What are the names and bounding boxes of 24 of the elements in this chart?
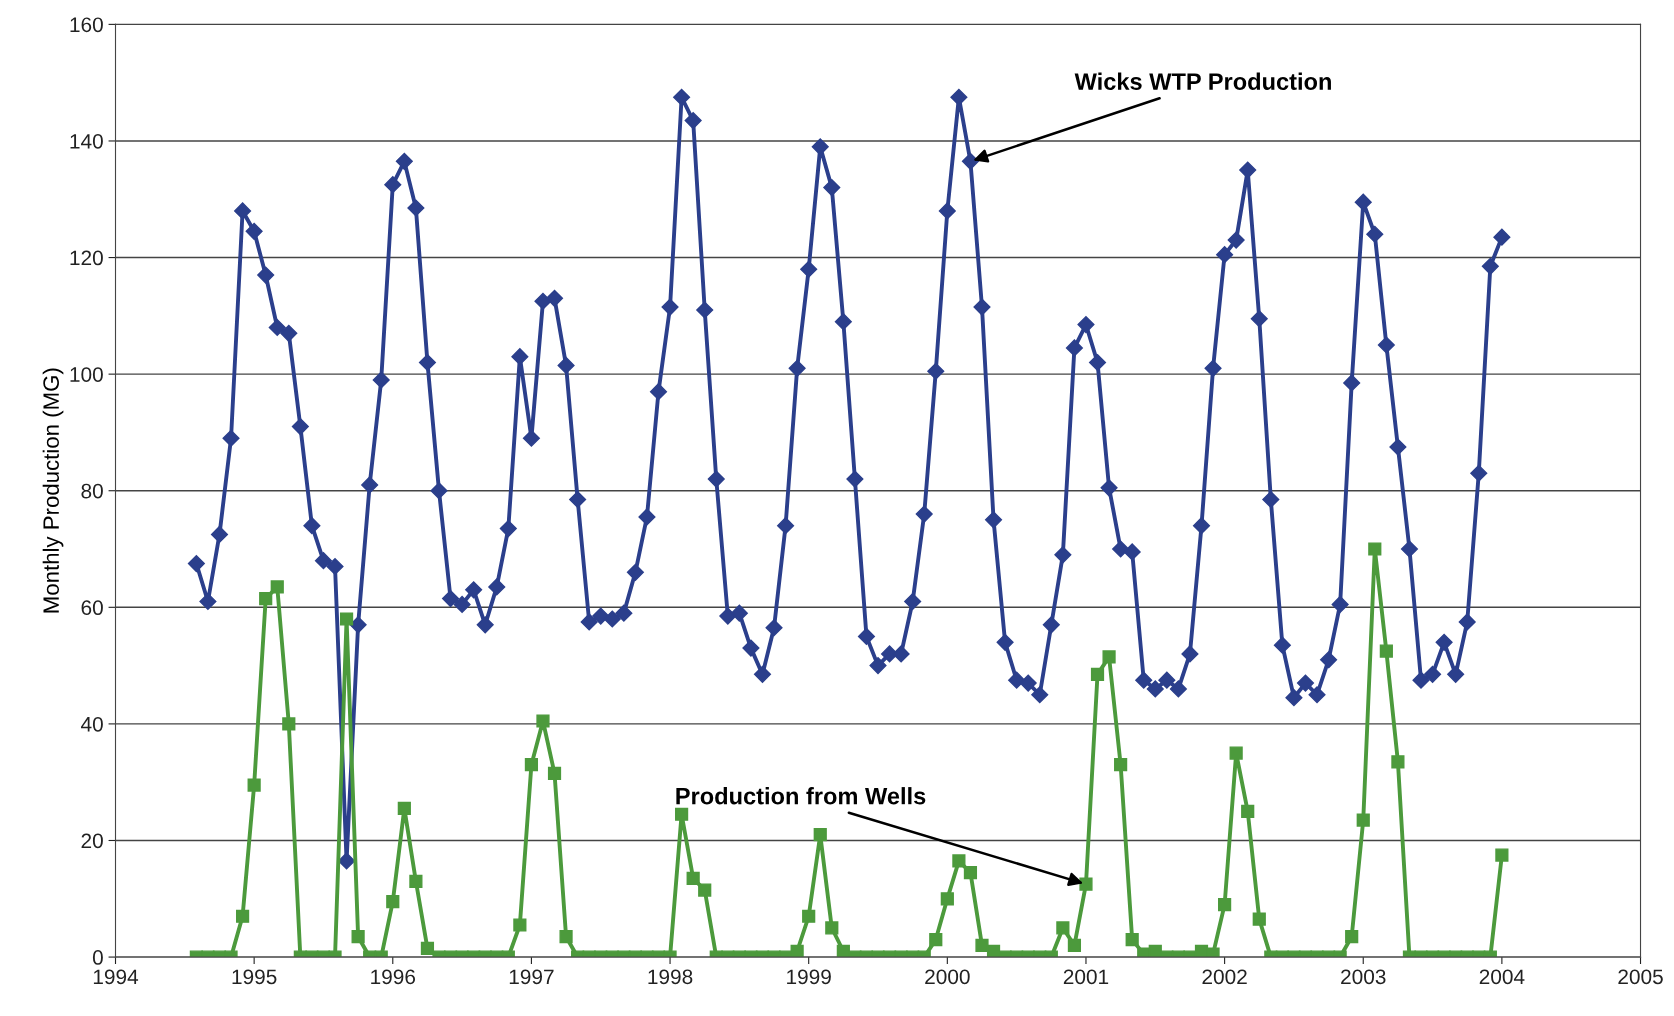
x-tick-label: 2004 (1479, 969, 1525, 985)
y-tick-label: 140 (70, 133, 103, 149)
x-tick-label: 1995 (232, 969, 277, 985)
y-tick-label: 100 (70, 367, 103, 382)
x-tick-label: 2003 (1341, 969, 1386, 985)
y-tick-label: 80 (81, 483, 103, 499)
y-tick-label: 20 (81, 833, 103, 849)
x-tick-label: 1996 (371, 969, 416, 985)
x-tick-label: 2005 (1618, 969, 1663, 985)
y-tick-label: 0 (92, 950, 103, 965)
x-tick-label: 2000 (925, 969, 970, 985)
annotation: Production from Wells (676, 787, 926, 805)
x-tick-label: 1997 (509, 969, 554, 985)
x-tick-label: 1994 (93, 969, 139, 985)
x-tick-label: 1999 (787, 969, 831, 985)
x-tick-label: 2001 (1063, 969, 1109, 985)
y-tick-label: 60 (81, 600, 103, 616)
y-tick-label: 160 (70, 17, 103, 33)
y-tick-label: 40 (81, 716, 103, 732)
x-tick-label: 2002 (1202, 969, 1247, 985)
x-tick-label: 1998 (648, 969, 693, 985)
y-tick-label: 120 (70, 250, 103, 266)
y-axis-title: Monthly Production (MG) (42, 368, 64, 613)
annotation: Wicks WTP Production (1074, 72, 1331, 90)
